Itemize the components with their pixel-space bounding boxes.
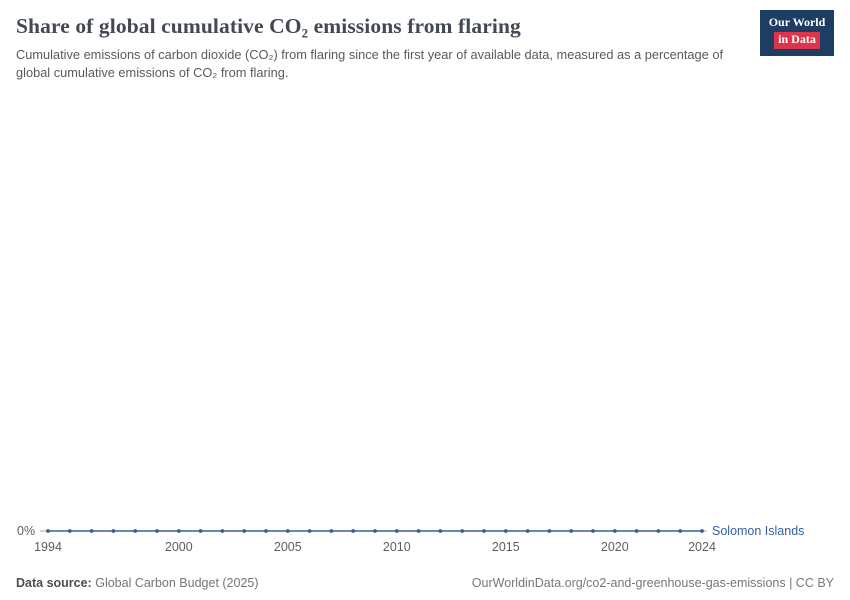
data-point-marker[interactable] — [678, 529, 683, 533]
data-source-label: Data source: — [16, 576, 92, 590]
data-point-marker[interactable] — [307, 529, 312, 533]
data-point-marker[interactable] — [569, 529, 574, 533]
data-point-marker[interactable] — [416, 529, 421, 533]
data-point-marker[interactable] — [133, 529, 138, 533]
data-point-marker[interactable] — [591, 529, 595, 533]
data-source-link[interactable]: Global Carbon Budget (2025) — [95, 576, 259, 590]
owid-logo-line1: Our World — [768, 15, 826, 29]
data-source: Data source: Global Carbon Budget (2025) — [16, 576, 259, 590]
y-axis-tick-label: 0% — [17, 524, 36, 538]
data-point-marker[interactable] — [155, 529, 159, 533]
data-point-marker[interactable] — [460, 529, 465, 533]
data-point-marker[interactable] — [329, 529, 334, 533]
data-point-marker[interactable] — [656, 529, 661, 533]
x-axis-tick-label: 2015 — [492, 540, 520, 554]
chart-title: Share of global cumulative CO₂ emissions… — [16, 14, 521, 38]
owid-logo-line2: in Data — [774, 31, 820, 49]
data-point-marker[interactable] — [634, 529, 639, 533]
x-axis-tick-label: 1994 — [34, 540, 62, 554]
data-point-marker[interactable] — [67, 529, 72, 533]
data-point-marker[interactable] — [46, 529, 50, 533]
chart-subtitle: Cumulative emissions of carbon dioxide (… — [16, 47, 724, 81]
owid-logo[interactable]: Our World in Data — [760, 10, 834, 56]
data-point-marker[interactable] — [198, 529, 203, 533]
data-point-marker[interactable] — [285, 529, 290, 533]
data-point-marker[interactable] — [111, 529, 116, 533]
x-axis-tick-label: 2010 — [383, 540, 411, 554]
data-point-marker[interactable] — [264, 529, 268, 533]
data-point-marker[interactable] — [89, 529, 94, 533]
data-point-marker[interactable] — [220, 529, 225, 533]
x-axis-tick-label: 2024 — [688, 540, 716, 554]
data-point-marker[interactable] — [351, 529, 356, 533]
data-point-marker[interactable] — [547, 529, 552, 533]
chart-header: Share of global cumulative CO₂ emissions… — [16, 14, 834, 82]
series-label-solomon-islands[interactable]: Solomon Islands — [712, 524, 805, 538]
data-point-marker[interactable] — [373, 529, 377, 533]
x-axis-tick-label: 2005 — [274, 540, 302, 554]
x-axis-tick-label: 2000 — [165, 540, 193, 554]
data-point-marker[interactable] — [503, 529, 508, 533]
data-point-marker[interactable] — [525, 529, 530, 533]
attribution-link[interactable]: OurWorldinData.org/co2-and-greenhouse-ga… — [471, 576, 834, 590]
x-axis-tick-label: 2020 — [601, 540, 629, 554]
data-point-marker[interactable] — [394, 529, 399, 533]
data-point-marker[interactable] — [612, 529, 617, 533]
chart-footer: Data source: Global Carbon Budget (2025)… — [16, 576, 834, 590]
data-point-marker[interactable] — [438, 529, 443, 533]
data-point-marker[interactable] — [700, 529, 704, 533]
data-point-marker[interactable] — [482, 529, 486, 533]
data-point-marker[interactable] — [176, 529, 181, 533]
data-point-marker[interactable] — [242, 529, 247, 533]
